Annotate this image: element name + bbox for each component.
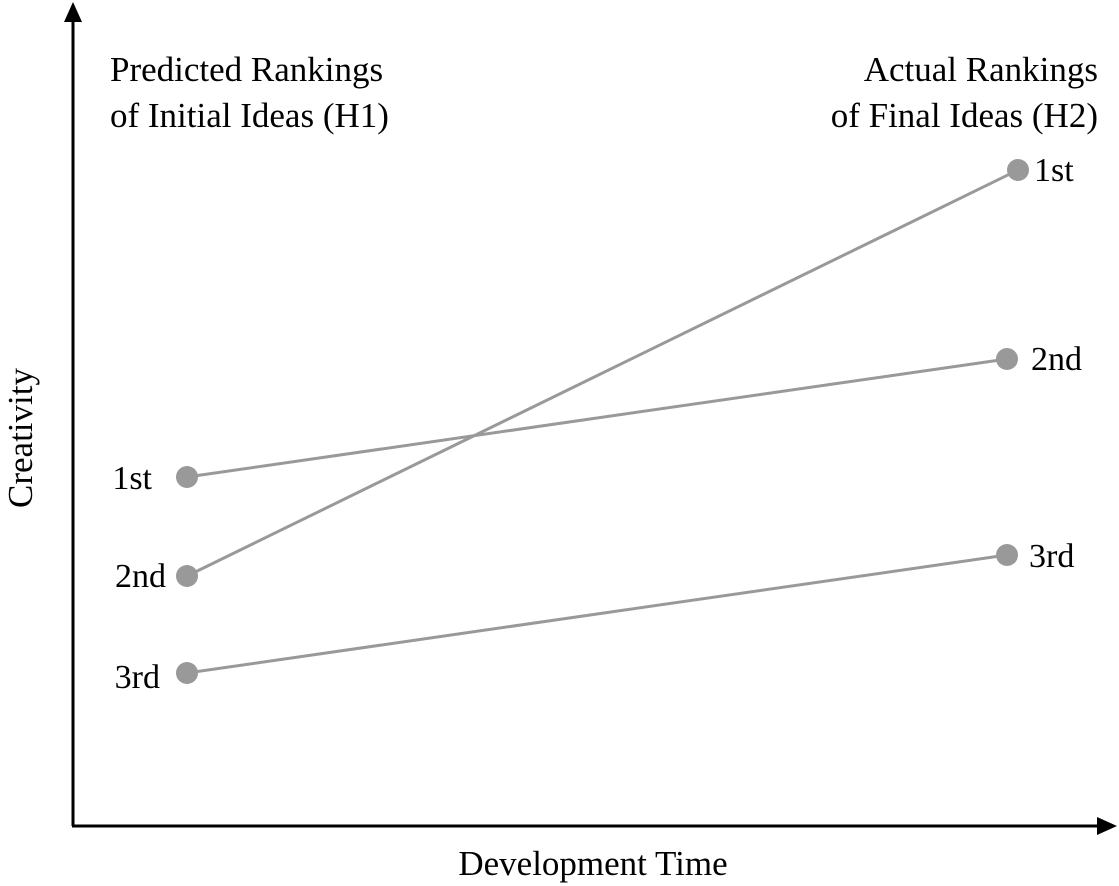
marker-initial-2nd — [176, 565, 198, 587]
left-header: Predicted Rankings of Initial Ideas (H1) — [110, 50, 389, 135]
final-rank-labels: 1st 2nd 3rd — [1029, 152, 1082, 575]
connection-line-initial-3rd — [186, 553, 1008, 675]
marker-final-3rd — [996, 544, 1018, 566]
final-markers — [996, 159, 1029, 566]
idea-connections — [186, 168, 1019, 675]
x-axis-arrowhead — [1097, 817, 1117, 835]
y-axis-title: Creativity — [1, 368, 40, 508]
y-axis-arrowhead — [64, 2, 82, 22]
connection-line-initial-1st — [186, 357, 1008, 479]
initial-rank-label-2nd: 2nd — [115, 558, 166, 595]
marker-final-2nd — [996, 348, 1018, 370]
marker-initial-1st — [176, 466, 198, 488]
final-rank-label-3rd: 3rd — [1029, 538, 1074, 575]
marker-initial-3rd — [176, 662, 198, 684]
marker-final-1st — [1007, 159, 1029, 181]
final-rank-label-2nd: 2nd — [1031, 341, 1082, 378]
right-header-line1: Actual Rankings — [864, 50, 1098, 89]
x-axis-title: Development Time — [458, 844, 727, 883]
initial-markers — [176, 466, 198, 684]
left-header-line2: of Initial Ideas (H1) — [110, 96, 389, 135]
right-header-line2: of Final Ideas (H2) — [831, 96, 1098, 135]
right-header: Actual Rankings of Final Ideas (H2) — [831, 50, 1098, 135]
initial-rank-label-1st: 1st — [112, 460, 152, 497]
final-rank-label-1st: 1st — [1034, 152, 1074, 189]
left-header-line1: Predicted Rankings — [110, 50, 383, 89]
initial-rank-labels: 1st 2nd 3rd — [112, 460, 166, 696]
connection-line-initial-2nd — [186, 168, 1019, 578]
axes — [64, 2, 1117, 835]
initial-rank-label-3rd: 3rd — [115, 659, 160, 696]
